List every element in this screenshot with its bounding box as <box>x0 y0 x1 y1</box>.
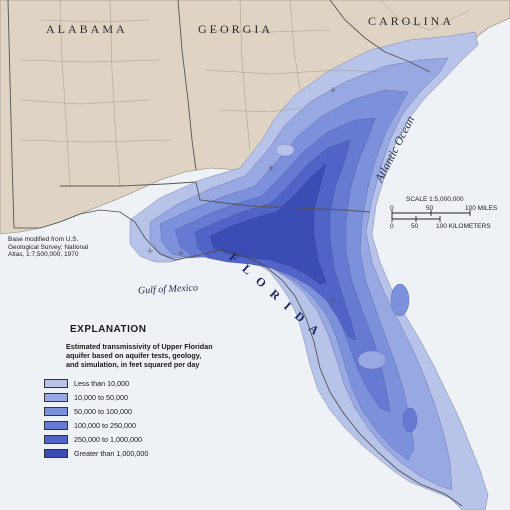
aquifer-island-4 <box>402 407 418 433</box>
legend-label: Greater than 1,000,000 <box>74 449 149 458</box>
county-lines <box>19 0 471 187</box>
scale-km-0: 0 <box>390 223 394 230</box>
legend-label: 50,000 to 100,000 <box>74 407 132 416</box>
state-border-al-fl <box>60 181 197 187</box>
legend-swatch <box>44 379 68 388</box>
base-credit-line-3: Atlas, 1:7,500,000, 1970 <box>8 251 79 258</box>
state-label-georgia: GEORGIA <box>198 22 273 36</box>
state-border-ga-sc <box>329 0 431 73</box>
scale-miles-100: 100 MILES <box>465 205 498 212</box>
legend-description: Estimated transmissivity of Upper Florid… <box>66 342 213 369</box>
state-label-alabama: ALABAMA <box>46 22 128 36</box>
legend-label: 100,000 to 250,000 <box>74 421 136 430</box>
aquifer-island-1 <box>357 350 387 370</box>
legend-item: Less than 10,000 <box>44 378 129 389</box>
scale-km-50: 50 <box>411 223 419 230</box>
legend-description-line-3: and simulation, in feet squared per day <box>66 360 200 369</box>
legend-item: Greater than 1,000,000 <box>44 448 148 459</box>
legend-swatch <box>44 421 68 430</box>
graticule-ticks <box>147 87 336 303</box>
base-credit-line-2: Geological Survey; National <box>8 243 89 251</box>
legend-item: 100,000 to 250,000 <box>44 420 136 431</box>
scale-miles-50: 50 <box>426 205 434 212</box>
legend-description-line-1: Estimated transmissivity of Upper Florid… <box>66 342 213 351</box>
base-credit: Base modified from U.S. Geological Surve… <box>8 236 88 259</box>
base-credit-line-1: Base modified from U.S. <box>8 236 79 243</box>
state-border-al-ms <box>7 0 15 229</box>
legend-swatch <box>44 407 68 416</box>
scale-miles-0: 0 <box>390 205 394 212</box>
scale-title: SCALE 1:5,000,000 <box>406 196 464 203</box>
state-border-ga-fl <box>195 181 371 213</box>
aquifer-zone-6 <box>209 163 327 285</box>
legend-item: 50,000 to 100,000 <box>44 406 132 417</box>
legend-title: EXPLANATION <box>70 324 147 335</box>
legend-label: 10,000 to 50,000 <box>74 393 128 402</box>
legend-item: 250,000 to 1,000,000 <box>44 434 142 445</box>
legend-item: 10,000 to 50,000 <box>44 392 128 403</box>
legend-label: 250,000 to 1,000,000 <box>74 435 142 444</box>
aquifer-island-3 <box>275 143 295 157</box>
legend-swatch <box>44 449 68 458</box>
state-border-al-ga <box>177 0 197 171</box>
legend-swatch <box>44 393 68 402</box>
coastline <box>14 209 463 507</box>
scale-km-100: 100 KILOMETERS <box>436 223 491 230</box>
legend-label: Less than 10,000 <box>74 379 130 388</box>
scale-bars <box>391 210 471 222</box>
legend-description-line-2: aquifer based on aquifer tests, geology, <box>66 351 202 360</box>
legend-swatch <box>44 435 68 444</box>
aquifer-island-2 <box>390 283 410 317</box>
state-label-carolina: CAROLINA <box>368 14 454 28</box>
